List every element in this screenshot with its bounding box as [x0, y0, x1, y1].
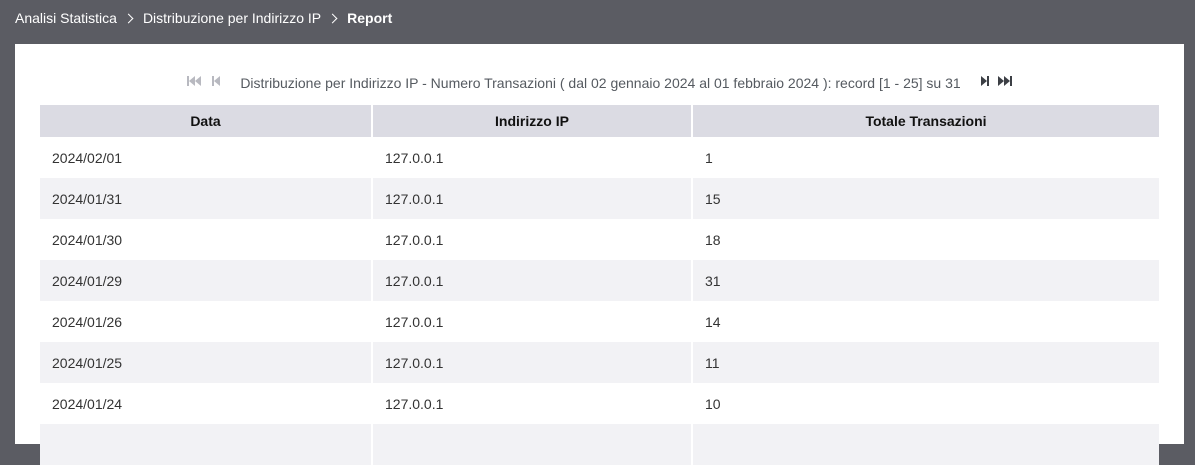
- column-header-totale-transazioni[interactable]: Totale Transazioni: [692, 105, 1159, 137]
- cell-totale-transazioni: [692, 424, 1159, 465]
- cell-indirizzo-ip: 127.0.0.1: [372, 301, 693, 342]
- previous-page-icon[interactable]: [210, 71, 222, 91]
- first-page-icon[interactable]: [186, 71, 202, 91]
- table-row: [40, 424, 1159, 465]
- breadcrumb-item-report: Report: [347, 10, 393, 26]
- cell-data: 2024/01/30: [40, 219, 373, 260]
- breadcrumb: Analisi Statistica Distribuzione per Ind…: [15, 0, 392, 36]
- cell-indirizzo-ip: 127.0.0.1: [372, 219, 693, 260]
- table-row: 2024/01/25 127.0.0.1 11: [40, 342, 1159, 383]
- cell-data: 2024/01/29: [40, 260, 373, 301]
- cell-indirizzo-ip: 127.0.0.1: [372, 260, 693, 301]
- cell-indirizzo-ip: [372, 424, 693, 465]
- report-panel: Distribuzione per Indirizzo IP - Numero …: [15, 44, 1184, 465]
- cell-indirizzo-ip: 127.0.0.1: [372, 178, 693, 219]
- breadcrumb-item-distribuzione-ip[interactable]: Distribuzione per Indirizzo IP: [142, 10, 322, 26]
- cell-data: [40, 424, 373, 465]
- cell-totale-transazioni: 31: [692, 260, 1159, 301]
- table-row: 2024/01/26 127.0.0.1 14: [40, 301, 1159, 342]
- cell-totale-transazioni: 11: [692, 342, 1159, 383]
- cell-totale-transazioni: 10: [692, 383, 1159, 424]
- chevron-right-icon: [327, 13, 338, 23]
- cell-indirizzo-ip: 127.0.0.1: [372, 137, 693, 178]
- table-header-row: Data Indirizzo IP Totale Transazioni: [40, 105, 1159, 137]
- table-row: 2024/01/24 127.0.0.1 10: [40, 383, 1159, 424]
- cell-totale-transazioni: 1: [692, 137, 1159, 178]
- cell-data: 2024/01/25: [40, 342, 373, 383]
- pagination-bar: Distribuzione per Indirizzo IP - Numero …: [15, 68, 1184, 94]
- chevron-right-icon: [123, 13, 134, 23]
- cell-indirizzo-ip: 127.0.0.1: [372, 342, 693, 383]
- report-table: Data Indirizzo IP Totale Transazioni 202…: [40, 105, 1159, 465]
- table-row: 2024/01/29 127.0.0.1 31: [40, 260, 1159, 301]
- table-row: 2024/01/30 127.0.0.1 18: [40, 219, 1159, 260]
- table-row: 2024/02/01 127.0.0.1 1: [40, 137, 1159, 178]
- column-header-data[interactable]: Data: [40, 105, 373, 137]
- breadcrumb-item-analisi-statistica[interactable]: Analisi Statistica: [15, 10, 117, 26]
- cell-totale-transazioni: 14: [692, 301, 1159, 342]
- pagination-caption: Distribuzione per Indirizzo IP - Numero …: [240, 75, 961, 91]
- cell-data: 2024/01/26: [40, 301, 373, 342]
- cell-data: 2024/02/01: [40, 137, 373, 178]
- next-page-icon[interactable]: [979, 71, 991, 91]
- cell-totale-transazioni: 15: [692, 178, 1159, 219]
- cell-totale-transazioni: 18: [692, 219, 1159, 260]
- cell-indirizzo-ip: 127.0.0.1: [372, 383, 693, 424]
- last-page-icon[interactable]: [997, 71, 1013, 91]
- cell-data: 2024/01/24: [40, 383, 373, 424]
- table-row: 2024/01/31 127.0.0.1 15: [40, 178, 1159, 219]
- cell-data: 2024/01/31: [40, 178, 373, 219]
- column-header-indirizzo-ip[interactable]: Indirizzo IP: [372, 105, 693, 137]
